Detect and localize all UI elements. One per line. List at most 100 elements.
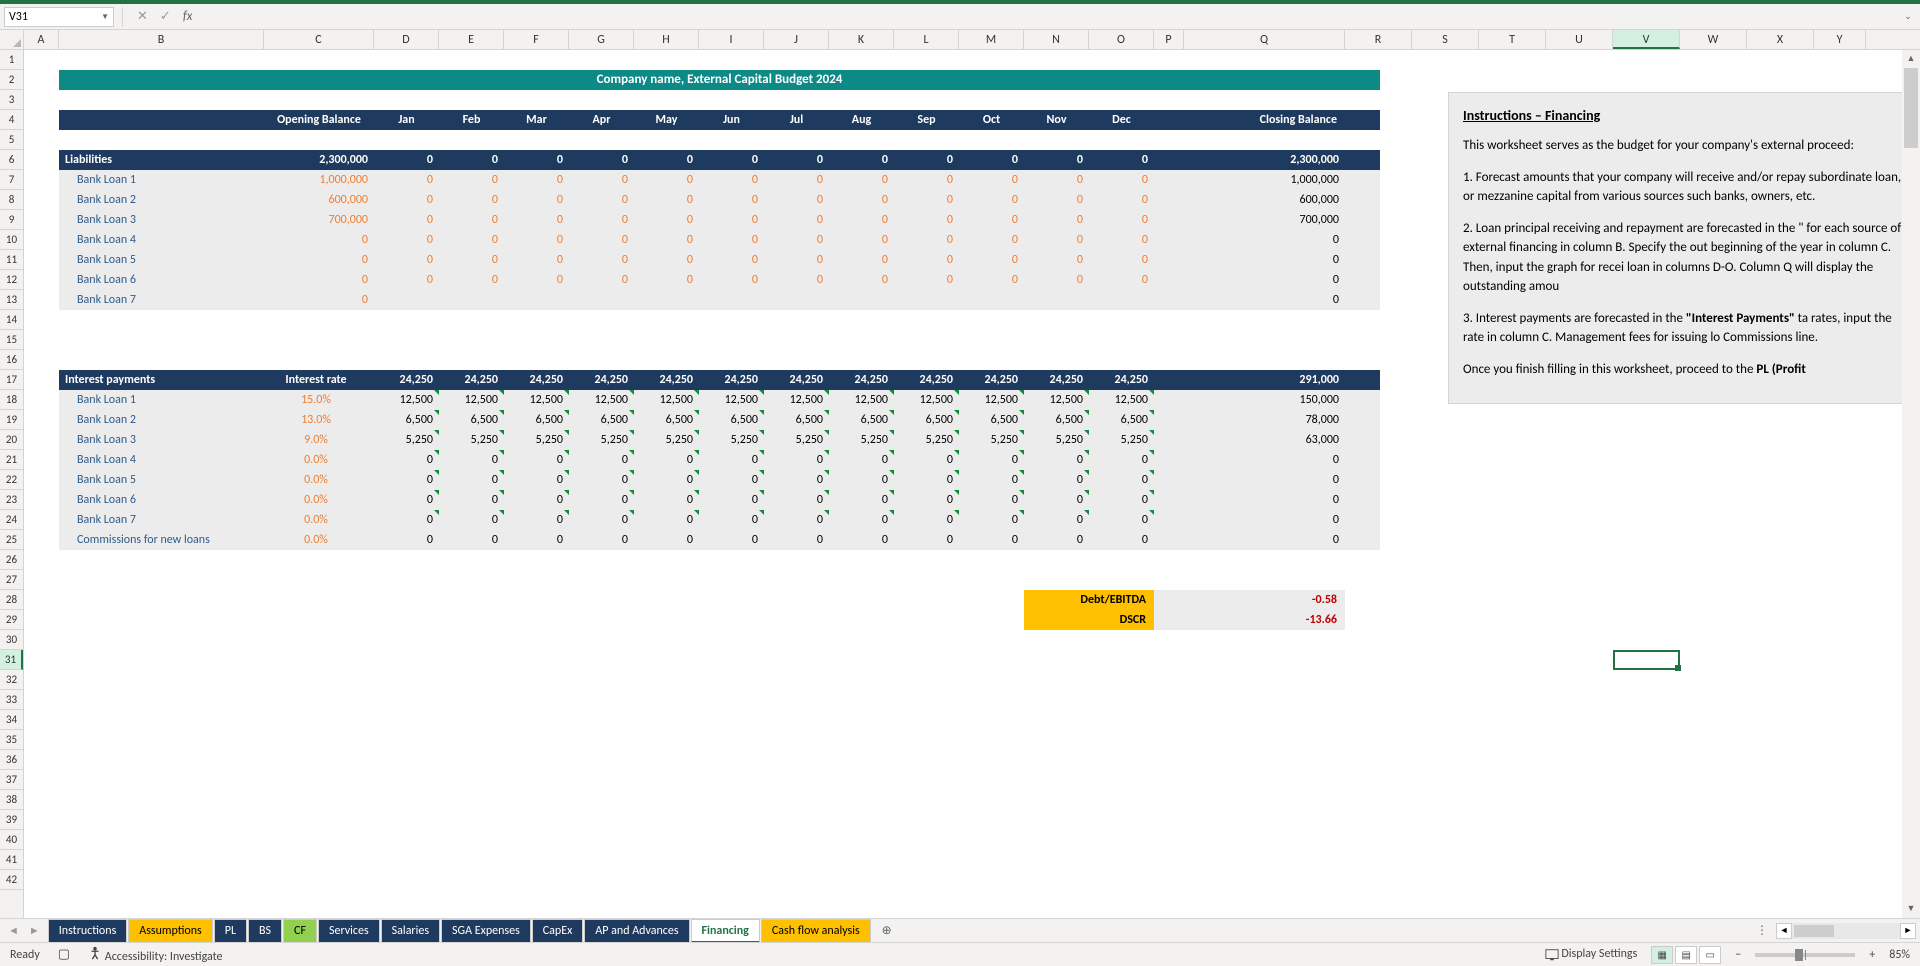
col-header-J[interactable]: J: [764, 30, 829, 49]
row-header-5[interactable]: 5: [0, 130, 23, 150]
col-header-O[interactable]: O: [1089, 30, 1154, 49]
col-header-K[interactable]: K: [829, 30, 894, 49]
row-header-7[interactable]: 7: [0, 170, 23, 190]
row-header-26[interactable]: 26: [0, 550, 23, 570]
row-header-32[interactable]: 32: [0, 670, 23, 690]
name-box[interactable]: V31 ▼: [4, 7, 114, 27]
row-header-1[interactable]: 1: [0, 50, 23, 70]
formula-input[interactable]: [198, 7, 1900, 27]
row-header-34[interactable]: 34: [0, 710, 23, 730]
fx-icon[interactable]: fx: [183, 9, 193, 24]
vscroll-thumb[interactable]: [1904, 68, 1918, 148]
page-layout-view-icon[interactable]: ▤: [1675, 946, 1697, 964]
row-header-21[interactable]: 21: [0, 450, 23, 470]
zoom-out-button[interactable]: −: [1735, 948, 1741, 962]
row-header-41[interactable]: 41: [0, 850, 23, 870]
sheet-tab-sga-expenses[interactable]: SGA Expenses: [441, 919, 531, 943]
sheet-tab-ap-and-advances[interactable]: AP and Advances: [584, 919, 689, 943]
col-header-H[interactable]: H: [634, 30, 699, 49]
row-header-40[interactable]: 40: [0, 830, 23, 850]
sheet-tab-instructions[interactable]: Instructions: [48, 919, 127, 943]
row-header-28[interactable]: 28: [0, 590, 23, 610]
display-settings-button[interactable]: Display Settings: [1545, 947, 1638, 961]
zoom-slider[interactable]: [1755, 953, 1855, 957]
row-header-12[interactable]: 12: [0, 270, 23, 290]
tab-nav-prev-icon[interactable]: ►: [29, 924, 40, 937]
col-header-P[interactable]: P: [1154, 30, 1184, 49]
hscroll-right-icon[interactable]: ►: [1900, 923, 1916, 939]
row-header-27[interactable]: 27: [0, 570, 23, 590]
col-header-S[interactable]: S: [1412, 30, 1479, 49]
col-header-N[interactable]: N: [1024, 30, 1089, 49]
sheet-tab-cf[interactable]: CF: [283, 919, 317, 943]
select-all-corner[interactable]: [0, 30, 24, 49]
row-header-13[interactable]: 13: [0, 290, 23, 310]
sheet-tab-capex[interactable]: CapEx: [532, 919, 584, 943]
row-header-30[interactable]: 30: [0, 630, 23, 650]
col-header-Y[interactable]: Y: [1814, 30, 1866, 49]
row-header-25[interactable]: 25: [0, 530, 23, 550]
row-header-20[interactable]: 20: [0, 430, 23, 450]
name-box-dropdown-icon[interactable]: ▼: [101, 12, 109, 22]
add-sheet-button[interactable]: ⊕: [872, 920, 896, 942]
row-header-37[interactable]: 37: [0, 770, 23, 790]
col-header-E[interactable]: E: [439, 30, 504, 49]
row-header-24[interactable]: 24: [0, 510, 23, 530]
row-header-22[interactable]: 22: [0, 470, 23, 490]
sheet-tab-services[interactable]: Services: [318, 919, 380, 943]
tab-nav-first-icon[interactable]: ◄: [8, 924, 19, 937]
col-header-T[interactable]: T: [1479, 30, 1546, 49]
sheet-tab-cash-flow-analysis[interactable]: Cash flow analysis: [761, 919, 871, 943]
row-header-36[interactable]: 36: [0, 750, 23, 770]
col-header-I[interactable]: I: [699, 30, 764, 49]
row-header-16[interactable]: 16: [0, 350, 23, 370]
row-header-4[interactable]: 4: [0, 110, 23, 130]
sheet-tab-salaries[interactable]: Salaries: [381, 919, 440, 943]
row-header-31[interactable]: 31: [0, 650, 23, 670]
row-header-29[interactable]: 29: [0, 610, 23, 630]
cancel-icon[interactable]: ✕: [137, 9, 148, 24]
vertical-scrollbar[interactable]: ▲ ▼: [1902, 50, 1920, 918]
col-header-C[interactable]: C: [264, 30, 374, 49]
row-header-14[interactable]: 14: [0, 310, 23, 330]
accessibility-status[interactable]: Accessibility: Investigate: [88, 946, 222, 964]
tab-overflow-icon[interactable]: ⋮: [1748, 923, 1776, 938]
scroll-up-icon[interactable]: ▲: [1902, 50, 1920, 68]
row-header-2[interactable]: 2: [0, 70, 23, 90]
confirm-icon[interactable]: ✓: [160, 9, 171, 24]
row-header-39[interactable]: 39: [0, 810, 23, 830]
row-header-17[interactable]: 17: [0, 370, 23, 390]
row-header-23[interactable]: 23: [0, 490, 23, 510]
cells-area[interactable]: Company name, External Capital Budget 20…: [24, 50, 1920, 922]
row-header-3[interactable]: 3: [0, 90, 23, 110]
row-header-35[interactable]: 35: [0, 730, 23, 750]
sheet-tab-assumptions[interactable]: Assumptions: [128, 919, 212, 943]
row-header-33[interactable]: 33: [0, 690, 23, 710]
zoom-level[interactable]: 85%: [1889, 948, 1910, 962]
sheet-tab-pl[interactable]: PL: [214, 919, 247, 943]
col-header-B[interactable]: B: [59, 30, 264, 49]
hscroll-left-icon[interactable]: ◄: [1776, 923, 1792, 939]
scroll-down-icon[interactable]: ▼: [1902, 900, 1920, 918]
col-header-W[interactable]: W: [1680, 30, 1747, 49]
col-header-Q[interactable]: Q: [1184, 30, 1345, 49]
sheet-tab-financing[interactable]: Financing: [691, 919, 760, 943]
col-header-R[interactable]: R: [1345, 30, 1412, 49]
row-header-38[interactable]: 38: [0, 790, 23, 810]
row-header-10[interactable]: 10: [0, 230, 23, 250]
row-header-19[interactable]: 19: [0, 410, 23, 430]
row-header-9[interactable]: 9: [0, 210, 23, 230]
zoom-in-button[interactable]: +: [1869, 948, 1875, 962]
col-header-M[interactable]: M: [959, 30, 1024, 49]
hscroll-thumb[interactable]: [1794, 925, 1834, 937]
normal-view-icon[interactable]: ▦: [1651, 946, 1673, 964]
col-header-D[interactable]: D: [374, 30, 439, 49]
col-header-U[interactable]: U: [1546, 30, 1613, 49]
formula-expand-icon[interactable]: ⌄: [1900, 11, 1916, 22]
col-header-X[interactable]: X: [1747, 30, 1814, 49]
col-header-F[interactable]: F: [504, 30, 569, 49]
page-break-view-icon[interactable]: ▭: [1699, 946, 1721, 964]
horizontal-scrollbar[interactable]: ◄ ►: [1776, 923, 1916, 939]
row-header-15[interactable]: 15: [0, 330, 23, 350]
col-header-A[interactable]: A: [24, 30, 59, 49]
